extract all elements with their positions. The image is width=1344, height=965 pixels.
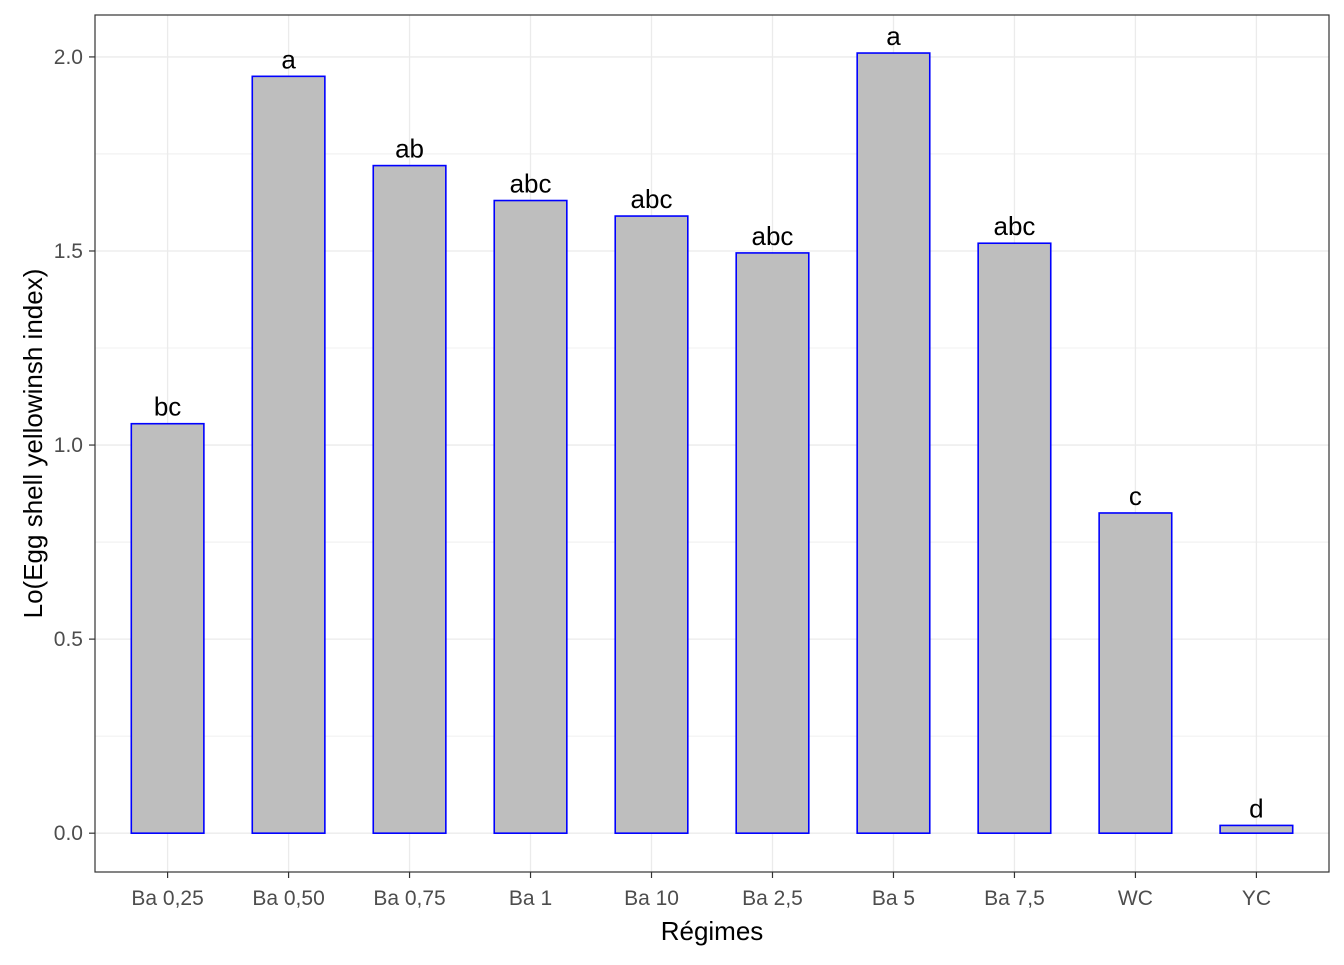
x-tick-label: Ba 0,50 xyxy=(252,887,324,910)
bar xyxy=(1098,512,1173,834)
x-tick-label: Ba 10 xyxy=(624,887,679,910)
bar xyxy=(372,164,447,834)
y-axis: 0.0 0.5 1.0 1.5 2.0 xyxy=(54,46,95,845)
y-tick-label: 1.0 xyxy=(54,434,83,457)
bar-labels: bc a ab abc abc abc a abc c d xyxy=(154,21,1264,823)
bar-letter-label: a xyxy=(281,44,296,74)
bar-letter-label: bc xyxy=(154,392,181,422)
x-tick-label: Ba 0,25 xyxy=(131,887,203,910)
y-tick-label: 1.5 xyxy=(54,240,83,263)
bar xyxy=(1219,824,1294,834)
bar-letter-label: abc xyxy=(752,221,794,251)
y-axis-title: Lo(Egg shell yellowinsh index) xyxy=(18,269,48,619)
bar xyxy=(130,422,205,834)
bar-letter-label: a xyxy=(886,21,901,51)
bar-letter-label: c xyxy=(1129,481,1142,511)
bar-letter-label: abc xyxy=(631,184,673,214)
bar xyxy=(977,242,1052,834)
bar-letter-label: abc xyxy=(510,169,552,199)
panel-border xyxy=(94,14,1330,873)
x-tick-label: Ba 5 xyxy=(872,887,915,910)
x-tick-label: YC xyxy=(1242,887,1271,910)
bar xyxy=(856,52,931,834)
x-axis-title: Régimes xyxy=(661,916,764,946)
bar-letter-label: d xyxy=(1249,793,1263,823)
bar xyxy=(735,252,810,834)
bar-letter-label: abc xyxy=(993,211,1035,241)
y-tick-label: 2.0 xyxy=(54,46,83,69)
x-tick-label: WC xyxy=(1118,887,1153,910)
x-tick-label: Ba 2,5 xyxy=(742,887,803,910)
y-tick-label: 0.5 xyxy=(54,628,83,651)
bars xyxy=(130,52,1294,834)
bar xyxy=(251,75,326,834)
x-tick-label: Ba 0,75 xyxy=(373,887,445,910)
x-tick-label: Ba 7,5 xyxy=(984,887,1045,910)
y-tick-label: 0.0 xyxy=(54,822,83,845)
bar xyxy=(493,199,568,834)
bar xyxy=(614,215,689,834)
bar-letter-label: ab xyxy=(395,134,424,164)
x-axis: Ba 0,25 Ba 0,50 Ba 0,75 Ba 1 Ba 10 Ba 2,5 Ba 5… xyxy=(131,872,1271,910)
x-tick-label: Ba 1 xyxy=(509,887,552,910)
